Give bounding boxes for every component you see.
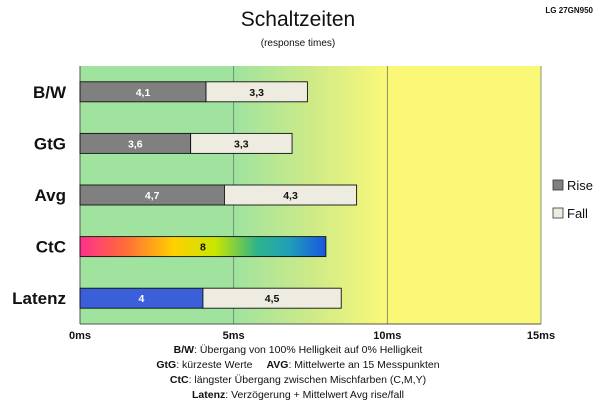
category-labels: B/W GtG Avg CtC Latenz [12, 83, 67, 308]
bar-fall-label: 4,3 [283, 190, 298, 202]
footnote-gtg-text: : kürzeste Werte [176, 359, 252, 371]
bar-fall [202, 287, 342, 309]
footnotes: B/W: Übergang von 100% Helligkeit auf 0%… [156, 344, 439, 401]
footnote-gtg-avg: GtG: kürzeste Werte AVG: Mittelwerte an 1… [156, 359, 439, 371]
bar-fall-label: 3,3 [249, 87, 264, 99]
bar-rise-label: 3,6 [128, 138, 143, 150]
footnote-bw-text: : Übergang von 100% Helligkeit auf 0% He… [194, 344, 422, 356]
bar-rise-label: 4,1 [136, 87, 151, 99]
footnote-avg-text: : Mittelwerte an 15 Messpunkten [288, 359, 439, 371]
footnote-bw: B/W: Übergang von 100% Helligkeit auf 0%… [174, 344, 423, 356]
category-label: GtG [34, 134, 66, 153]
footnote-latenz-text: : Verzögerung + Mittelwert Avg rise/fall [225, 389, 404, 401]
footnote-ctc-text: : längster Übergang zwischen Mischfarben… [189, 374, 427, 386]
bars: 4,1 3,3 3,6 3,3 4,7 4,3 8 4 4,5 [79, 81, 358, 309]
bar-ctc [79, 236, 327, 258]
x-tick-label: 0ms [69, 330, 91, 342]
footnote-avg-key: AVG [266, 359, 288, 371]
category-label: Avg [35, 186, 67, 205]
footnote-ctc: CtC: längster Übergang zwischen Mischfar… [170, 374, 426, 386]
category-label: CtC [36, 238, 66, 257]
bar-latency-label: 4 [139, 293, 145, 305]
bar-fall [223, 184, 358, 206]
x-tick-labels: 0ms 5ms 10ms 15ms [69, 330, 555, 342]
footnote-bw-key: B/W [174, 344, 195, 356]
footnote-latenz-key: Latenz [192, 389, 225, 401]
bar-fall-label: 4,5 [265, 293, 280, 305]
footnote-gtg-key: GtG [156, 359, 176, 371]
chart-subtitle: (response times) [261, 38, 335, 49]
bar-ctc-label: 8 [200, 242, 206, 254]
legend-swatch-fall [552, 207, 564, 219]
x-tick-label: 10ms [373, 330, 401, 342]
footnote-ctc-key: CtC [170, 374, 189, 386]
category-label: B/W [33, 83, 67, 102]
bar-fall [205, 81, 308, 103]
category-label: Latenz [12, 289, 66, 308]
x-tick-label: 15ms [527, 330, 555, 342]
legend-label-fall: Fall [567, 206, 588, 221]
legend: Rise Fall [552, 178, 593, 221]
legend-label-rise: Rise [567, 178, 593, 193]
x-tick-label: 5ms [223, 330, 245, 342]
bar-fall-label: 3,3 [234, 138, 249, 150]
chart-title: Schaltzeiten [241, 8, 355, 31]
legend-swatch-rise [552, 179, 564, 191]
bar-rise-label: 4,7 [145, 190, 160, 202]
footnote-latenz: Latenz: Verzögerung + Mittelwert Avg ris… [192, 389, 404, 401]
monitor-model: LG 27GN950 [545, 6, 593, 15]
bar-fall [190, 132, 293, 154]
